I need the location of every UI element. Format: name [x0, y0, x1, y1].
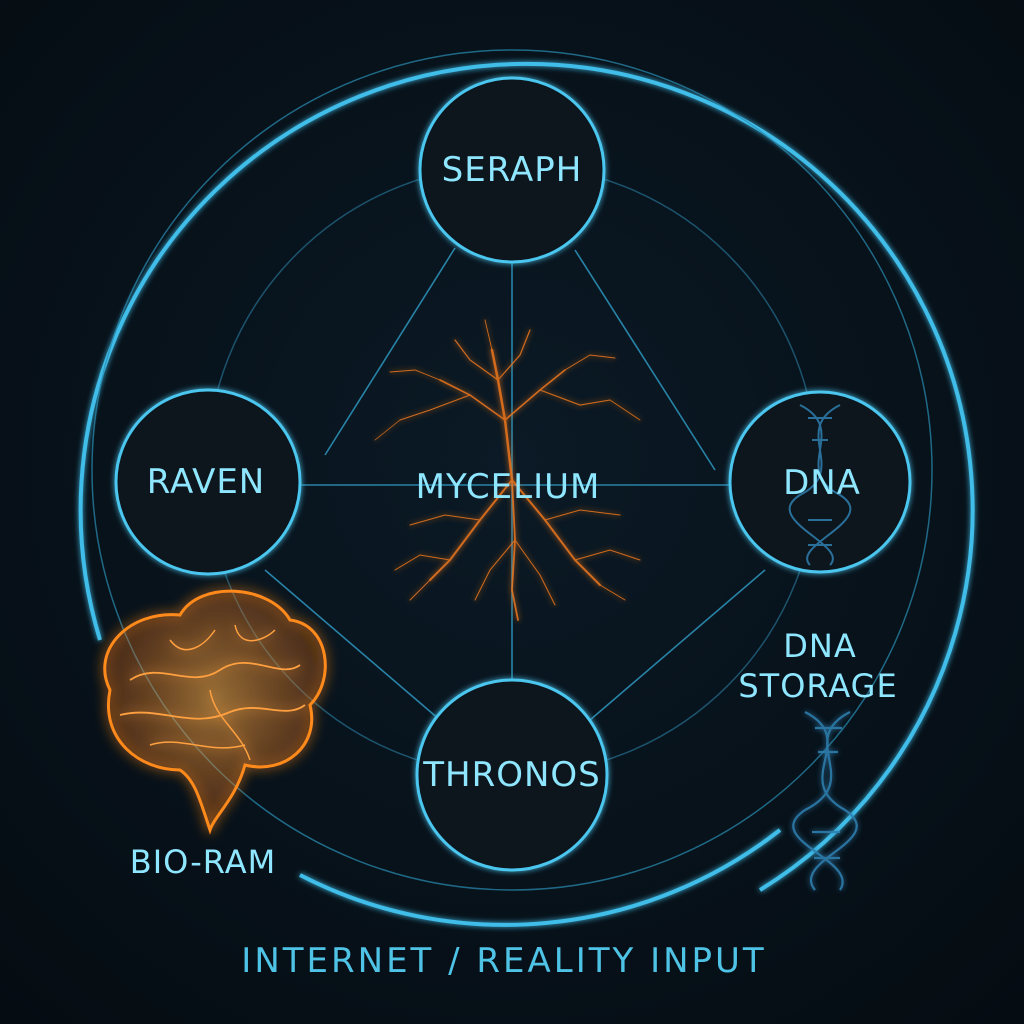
brain-icon — [103, 589, 327, 835]
node-raven-label: RAVEN — [147, 462, 266, 502]
line-seraph-dna — [574, 249, 716, 471]
center-label-mycelium: MYCELIUM — [416, 467, 601, 507]
node-thronos-circle — [415, 678, 609, 872]
footer-label: INTERNET / REALITY INPUT — [241, 941, 766, 981]
node-seraph-circle — [418, 76, 606, 264]
node-dna[interactable]: DNA — [728, 390, 912, 574]
dna-helix-icon — [788, 404, 852, 566]
node-thronos[interactable]: THRONOS — [415, 678, 609, 872]
node-thronos-label: THRONOS — [422, 755, 601, 795]
line-raven-thronos — [264, 569, 441, 721]
mycelium-network-icon — [374, 319, 641, 621]
node-dna-circle — [728, 390, 912, 574]
node-raven-circle — [114, 388, 302, 576]
dna-storage-helix-icon — [792, 711, 858, 891]
bio-ram-label: BIO-RAM — [130, 843, 276, 881]
line-seraph-raven — [324, 247, 456, 456]
line-dna-thronos — [589, 569, 766, 721]
dna-storage-label-line2: STORAGE — [738, 667, 897, 705]
node-seraph-label: SERAPH — [442, 150, 583, 190]
node-dna-label: DNA — [783, 463, 861, 503]
dna-storage-label-line1: DNA — [783, 627, 856, 665]
node-raven[interactable]: RAVEN — [114, 388, 302, 576]
node-seraph[interactable]: SERAPH — [418, 76, 606, 264]
